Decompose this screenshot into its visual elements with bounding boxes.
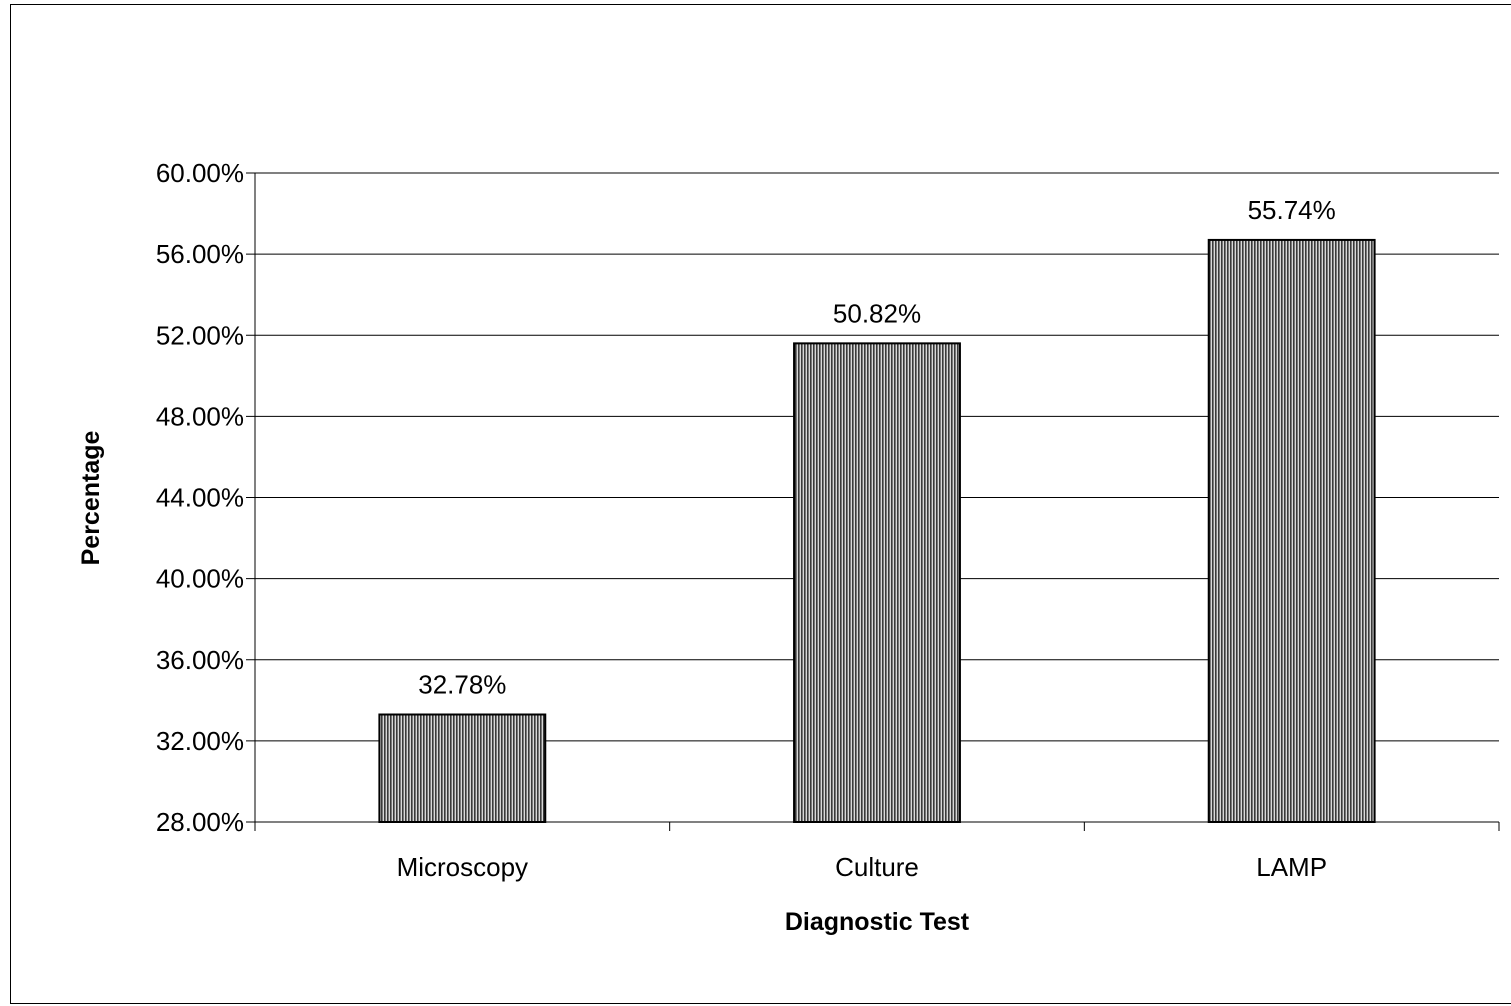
data-label: 55.74% [1248,195,1336,225]
x-tick-label: Culture [835,852,919,882]
y-tick-label: 40.00% [156,564,244,594]
x-axis-title: Diagnostic Test [785,908,970,936]
bar-culture [794,343,960,822]
bar-lamp [1209,240,1375,822]
y-tick-label: 60.00% [156,158,244,188]
data-label: 32.78% [418,670,506,700]
y-tick-label: 36.00% [156,645,244,675]
y-tick-label: 52.00% [156,320,244,350]
y-tick-label: 44.00% [156,483,244,513]
x-tick-label: Microscopy [397,852,528,882]
data-label: 50.82% [833,298,921,328]
y-tick-label: 32.00% [156,726,244,756]
y-axis-title: Percentage [77,431,105,566]
y-tick-label: 56.00% [156,239,244,269]
y-tick-label: 48.00% [156,401,244,431]
x-tick-label: LAMP [1256,852,1327,882]
bar-microscopy [379,715,545,822]
labels: 28.00% 32.00% 36.00% 40.00% 44.00% 48.00% 52.0… [156,158,1336,882]
y-tick-label: 28.00% [156,807,244,837]
